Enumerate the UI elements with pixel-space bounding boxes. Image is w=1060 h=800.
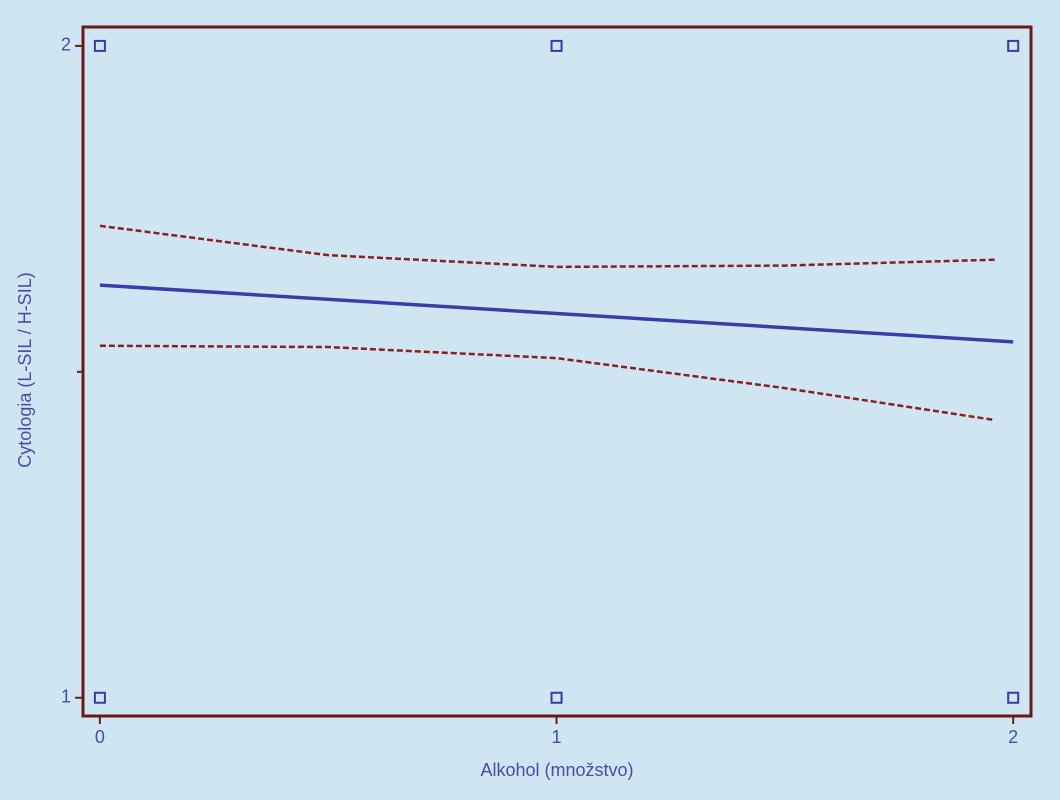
data-point <box>1007 39 1020 52</box>
x-tick-label: 2 <box>1008 727 1018 747</box>
confidence-line <box>99 344 996 422</box>
data-point <box>550 39 563 52</box>
data-point <box>550 691 563 704</box>
y-tick-label: 2 <box>61 35 71 55</box>
fit-line <box>99 283 1014 344</box>
x-tick-label: 0 <box>95 727 105 747</box>
x-axis-label: Alkohol (množstvo) <box>480 760 633 780</box>
data-point <box>1007 691 1020 704</box>
data-point <box>93 691 106 704</box>
y-tick-label: 1 <box>61 686 71 706</box>
data-point <box>93 39 106 52</box>
confidence-line <box>99 224 995 269</box>
x-tick-label: 1 <box>552 727 562 747</box>
y-axis-label: Cytologia (L-SIL / H-SIL) <box>15 272 35 467</box>
